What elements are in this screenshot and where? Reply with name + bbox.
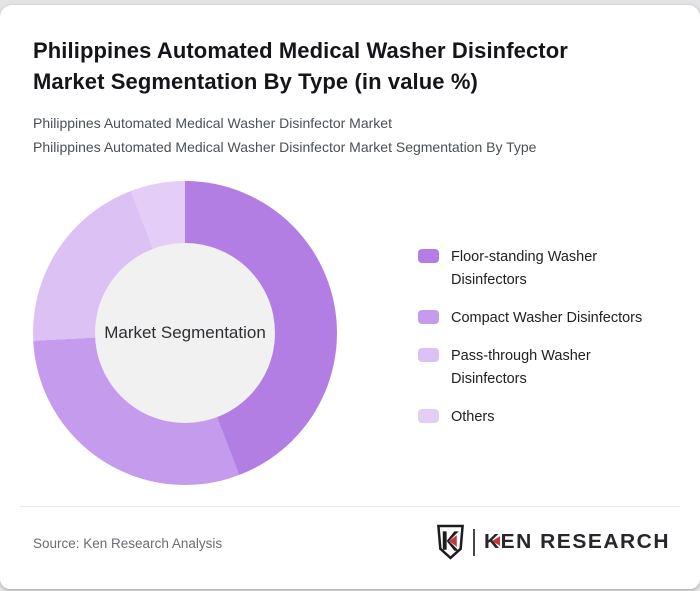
- legend-item: Pass-through Washer Disinfectors: [418, 345, 666, 391]
- legend-item: Others: [418, 406, 666, 429]
- subtitle-block: Philippines Automated Medical Washer Dis…: [33, 112, 536, 159]
- donut-chart: Market Segmentation: [33, 181, 337, 485]
- legend-swatch: [418, 409, 439, 423]
- legend-item: Floor-standing Washer Disinfectors: [418, 246, 666, 292]
- ken-research-logo: KEN RESEARCH: [436, 523, 670, 561]
- logo-separator: [472, 528, 475, 556]
- report-card: Philippines Automated Medical Washer Dis…: [0, 5, 700, 589]
- subtitle-line-2: Philippines Automated Medical Washer Dis…: [33, 138, 537, 155]
- logo-wordmark: KEN RESEARCH: [484, 530, 670, 553]
- ken-research-shield-icon: [437, 524, 464, 560]
- legend-label: Compact Washer Disinfectors: [451, 310, 643, 326]
- chart-legend: Floor-standing Washer Disinfectors Compa…: [418, 246, 666, 444]
- donut-hole: Market Segmentation: [95, 243, 275, 423]
- legend-swatch: [418, 348, 439, 362]
- legend-swatch: [418, 249, 439, 263]
- page-title: Philippines Automated Medical Washer Dis…: [33, 38, 568, 94]
- donut-center-label: Market Segmentation: [104, 323, 266, 342]
- logo-k-accent-icon: [491, 536, 500, 546]
- subtitle-line-1: Philippines Automated Medical Washer Dis…: [33, 115, 392, 131]
- legend-label: Pass-through Washer Disinfectors: [451, 348, 591, 387]
- source-note: Source: Ken Research Analysis: [33, 536, 223, 551]
- legend-swatch: [418, 310, 439, 324]
- footer-divider: [20, 506, 680, 507]
- logo-text: KEN RESEARCH: [483, 530, 670, 553]
- legend-label: Others: [451, 409, 495, 425]
- legend-label: Floor-standing Washer Disinfectors: [451, 249, 598, 288]
- legend-item: Compact Washer Disinfectors: [418, 307, 666, 330]
